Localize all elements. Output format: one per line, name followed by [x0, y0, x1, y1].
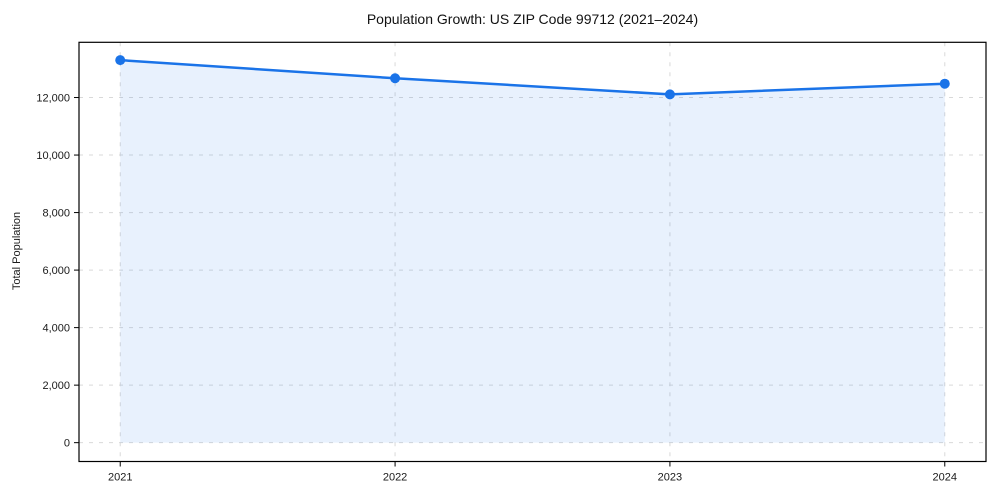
y-tick-label: 8,000 — [42, 208, 70, 220]
data-point — [939, 78, 950, 89]
area-fill — [120, 60, 945, 443]
y-tick-label: 4,000 — [42, 323, 70, 335]
y-tick-label: 10,000 — [36, 150, 70, 162]
y-tick-label: 0 — [64, 438, 70, 450]
x-tick-label: 2022 — [383, 472, 407, 484]
data-point — [390, 73, 401, 84]
x-tick-label: 2021 — [108, 472, 132, 484]
x-tick-label: 2024 — [933, 472, 957, 484]
y-tick-label: 6,000 — [42, 265, 70, 277]
chart-title: Population Growth: US ZIP Code 99712 (20… — [366, 11, 699, 27]
y-tick-label: 2,000 — [42, 380, 70, 392]
data-point — [115, 55, 126, 66]
y-tick-label: 12,000 — [36, 93, 70, 105]
data-point — [664, 89, 675, 100]
plot-border — [78, 41, 987, 463]
series-line — [118, 58, 947, 96]
x-tick-label: 2023 — [658, 472, 682, 484]
